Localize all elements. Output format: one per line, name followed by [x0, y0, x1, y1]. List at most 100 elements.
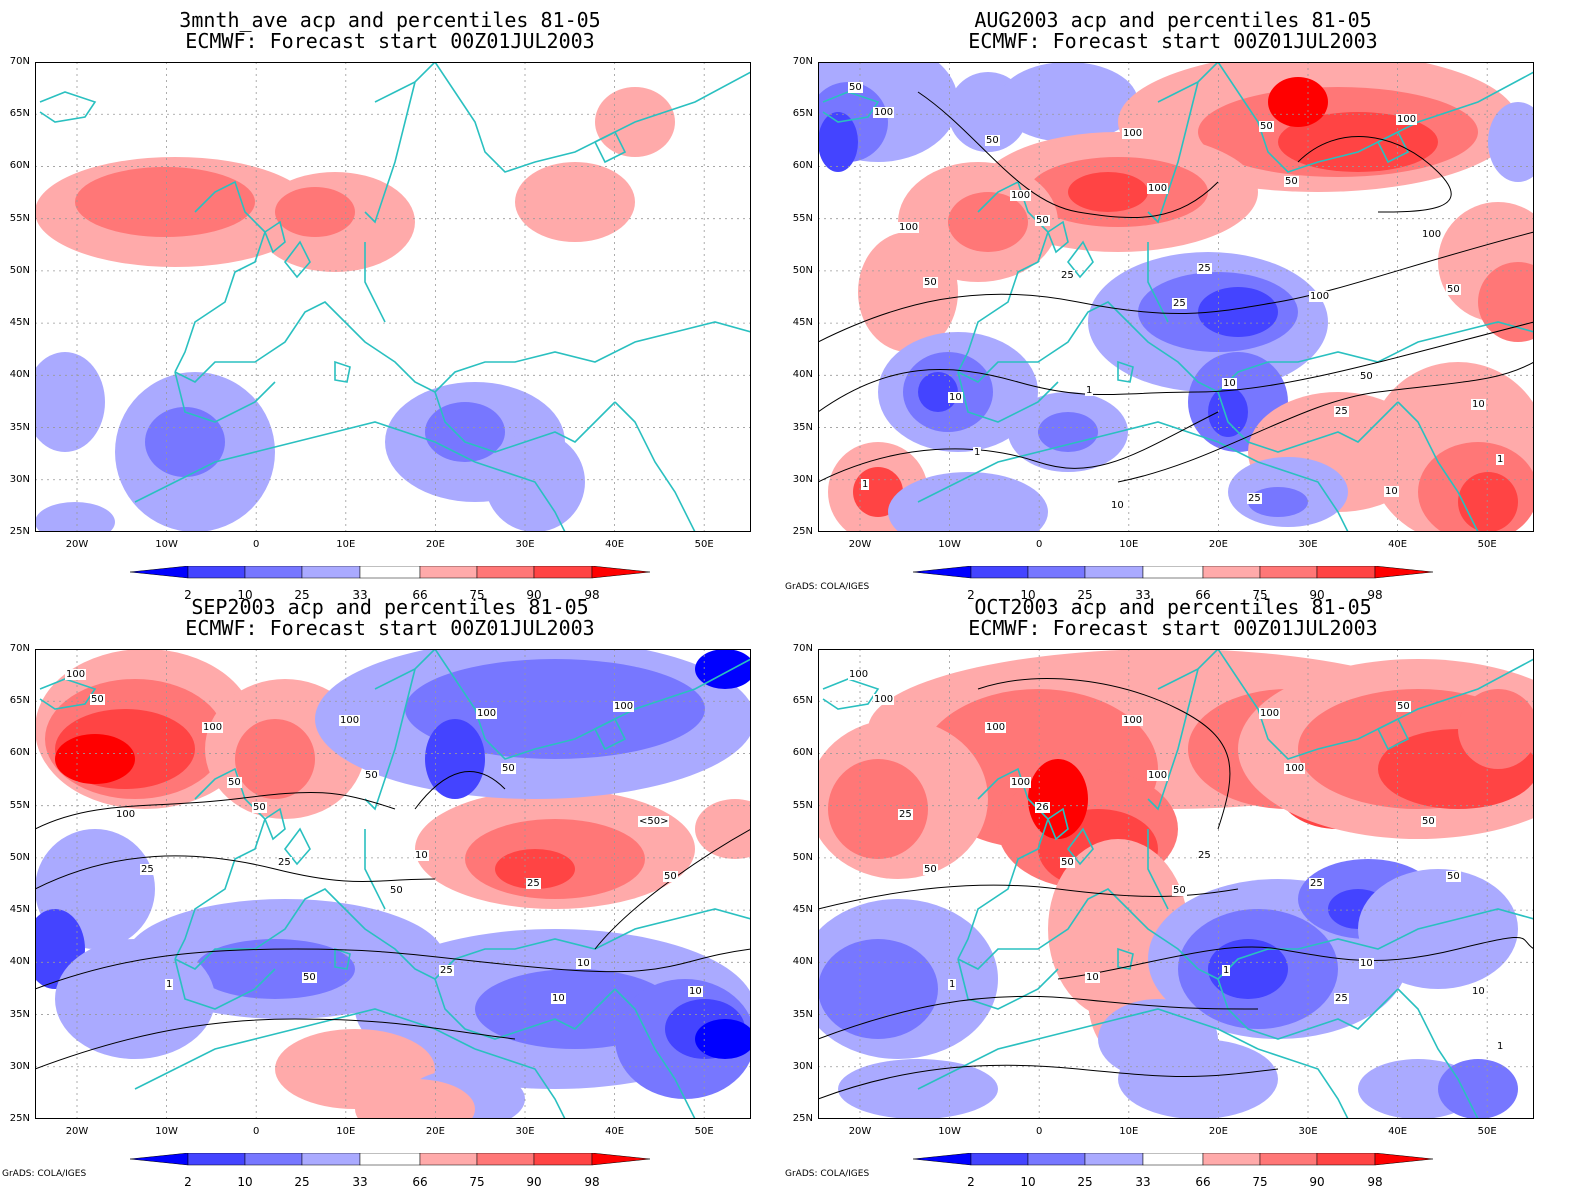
map-area — [818, 62, 1534, 532]
lon-tick: 20W — [65, 1126, 89, 1137]
colorbar-label: 90 — [1309, 1175, 1325, 1189]
lat-tick: 40N — [9, 956, 30, 968]
contour-label: 25 — [1197, 263, 1212, 274]
lat-tick: 50N — [9, 851, 30, 863]
contour-label: 10 — [688, 986, 703, 997]
contour-label: 100 — [65, 669, 87, 680]
contour-label: 10 — [948, 392, 963, 403]
coastlines — [822, 649, 1534, 1119]
lat-tick: 60N — [792, 160, 813, 172]
contour-lines — [818, 678, 1534, 1100]
lat-tick: 55N — [792, 212, 813, 224]
lon-tick: 20E — [425, 539, 445, 550]
contour-label: 10 — [1471, 399, 1486, 410]
contour-label: 50 — [364, 770, 379, 781]
lat-tick: 65N — [9, 108, 30, 120]
grid-lines — [818, 649, 1534, 1119]
lat-tick: 45N — [9, 317, 30, 329]
contour-label: 50 — [985, 135, 1000, 146]
colorbar-label: 2 — [184, 588, 192, 602]
lat-tick: 50N — [792, 264, 813, 276]
contour-label: 50 — [1284, 176, 1299, 187]
lon-tick: 50E — [694, 1126, 714, 1137]
contour-label: 1 — [1496, 454, 1505, 465]
contour-label: 10 — [1471, 986, 1486, 997]
contour-label: 50 — [923, 864, 938, 875]
panel-subtitle: ECMWF: Forecast start 00Z01JUL2003 — [185, 616, 595, 640]
lat-tick: 65N — [9, 695, 30, 707]
lon-tick: 20E — [1208, 539, 1228, 550]
lat-tick: 65N — [792, 695, 813, 707]
colorbar-label: 66 — [412, 588, 428, 602]
colorbar-label: 25 — [294, 1175, 310, 1189]
lat-tick: 35N — [9, 1008, 30, 1020]
lon-tick: 30E — [1298, 1126, 1318, 1137]
colorbar-label: 75 — [469, 1175, 485, 1189]
contour-label: 100 — [1284, 763, 1306, 774]
lat-tick: 30N — [9, 473, 30, 485]
lon-tick: 50E — [1477, 539, 1497, 550]
contour-label: 25 — [1060, 270, 1075, 281]
lon-tick: 20W — [848, 1126, 872, 1137]
lon-tick: 40E — [605, 1126, 625, 1137]
lat-tick: 45N — [9, 904, 30, 916]
contour-label: 10 — [414, 850, 429, 861]
lat-tick: 70N — [792, 56, 813, 67]
colorbar-label: 10 — [1020, 588, 1036, 602]
contour-label: 50 — [302, 972, 317, 983]
contour-label: 50 — [1446, 284, 1461, 295]
lon-tick: 20E — [425, 1126, 445, 1137]
contour-label: 100 — [339, 715, 361, 726]
colorbar-label: 66 — [412, 1175, 428, 1189]
panel-subtitle: ECMWF: Forecast start 00Z01JUL2003 — [968, 29, 1378, 53]
colorbar-label: 66 — [1195, 1175, 1211, 1189]
contour-label: 100 — [1421, 229, 1443, 240]
contour-label: 50 — [848, 82, 863, 93]
lon-tick: 40E — [1388, 539, 1408, 550]
lon-tick: 0 — [253, 1126, 260, 1137]
grads-credit: GrADS: COLA/IGES — [2, 1169, 87, 1179]
lat-tick: 40N — [792, 369, 813, 381]
contour-label: 50 — [1259, 121, 1274, 132]
colorbar-label: 10 — [237, 1175, 253, 1189]
lon-tick: 20W — [848, 539, 872, 550]
lat-tick: 35N — [792, 421, 813, 433]
contour-label: 50 — [1060, 857, 1075, 868]
contour-label: 100 — [1259, 708, 1281, 719]
lat-tick: 25N — [9, 526, 30, 537]
lon-tick: 30E — [515, 539, 535, 550]
contour-label: <50> — [638, 816, 670, 827]
contour-label: 50 — [1446, 871, 1461, 882]
contour-label: 25 — [1247, 493, 1262, 504]
lon-tick: 50E — [694, 539, 714, 550]
contour-label: 25 — [1334, 406, 1349, 417]
contour-label: 100 — [873, 107, 895, 118]
lat-tick: 45N — [792, 317, 813, 329]
lon-tick: 30E — [1298, 539, 1318, 550]
panel-oct2003: OCT2003 acp and percentiles 81-05 ECMWF: … — [783, 587, 1563, 1189]
contour-label: 50 — [1035, 215, 1050, 226]
lat-tick: 70N — [9, 643, 30, 654]
grid-lines — [818, 62, 1534, 532]
contour-label: 100 — [1147, 770, 1169, 781]
colorbar-label: 33 — [1135, 1175, 1151, 1189]
contour-label: 10 — [1110, 500, 1125, 511]
lon-tick: 10W — [938, 1126, 961, 1137]
lat-tick: 40N — [9, 369, 30, 381]
lat-tick: 35N — [9, 421, 30, 433]
contour-label: 50 — [501, 763, 516, 774]
contour-label: 100 — [1122, 715, 1144, 726]
lat-tick: 60N — [9, 160, 30, 172]
contour-label: 10 — [551, 993, 566, 1004]
lon-tick: 20E — [1208, 1126, 1228, 1137]
colorbar-label: 25 — [1077, 588, 1093, 602]
contour-label: 100 — [873, 694, 895, 705]
contour-label: 25 — [277, 857, 292, 868]
percentile-shading — [35, 87, 675, 532]
colorbar: 2 10 25 33 66 75 90 98 — [129, 1152, 670, 1189]
colorbar: 2 10 25 33 66 75 90 98 — [912, 565, 1453, 602]
coastlines — [822, 62, 1534, 532]
contour-label: 1 — [973, 447, 982, 458]
colorbar-label: 90 — [1309, 588, 1325, 602]
colorbar-label: 10 — [237, 588, 253, 602]
